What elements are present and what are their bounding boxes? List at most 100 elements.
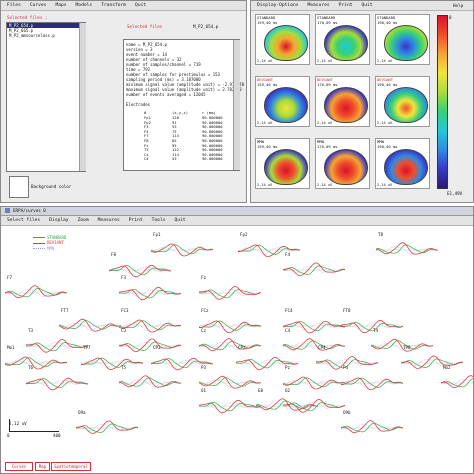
menu-quit[interactable]: Quit	[135, 3, 147, 8]
window-icon	[5, 208, 10, 213]
erp-curve-deviant	[150, 357, 213, 371]
topo-map-cell[interactable]: STANDARD 170,09 ms 2,14 uV	[315, 14, 370, 65]
topo-map-cell[interactable]: STANDARD 159,40 ms 2,14 uV	[255, 14, 310, 65]
electrode-table-cell: 90.000000	[202, 142, 223, 148]
menu-display-options[interactable]: Display-Options	[257, 3, 299, 8]
erp-curve-mmn	[440, 379, 473, 386]
electrode-label: FT8	[343, 308, 351, 313]
erp-curve-mmn	[282, 322, 345, 331]
topo-time-label: 159,40 ms	[257, 144, 278, 149]
erp-curve-deviant	[118, 319, 182, 333]
menu-quit[interactable]: Quit	[361, 3, 373, 8]
electrode-label: Fp1	[153, 232, 161, 237]
file-list-item[interactable]: M_P2_665.p	[9, 28, 34, 33]
tab-spatiotemporal[interactable]: Spatiotemporal	[51, 462, 91, 471]
electrode-table-cell: 75	[172, 128, 177, 134]
electrode-table-cell: 90.000000	[202, 128, 223, 134]
erp-curve-mmn	[255, 402, 318, 411]
erp-curve-deviant	[282, 376, 346, 390]
scalp-map	[264, 25, 308, 61]
topo-map-cell[interactable]: MMN 170,09 ms 2,14 uV	[315, 138, 370, 189]
menu-models[interactable]: Models	[75, 3, 93, 8]
erp-curve-standard	[440, 378, 473, 388]
erp-curve-mmn	[340, 380, 404, 388]
curves-titlebar: ERPA/curves 0	[1, 207, 473, 216]
topo-map-cell[interactable]: DEVIANT 190,40 ms 2,14 uV	[375, 76, 430, 127]
erp-curve-mmn	[198, 289, 262, 297]
file-list-scrollbar[interactable]	[79, 23, 86, 171]
topo-map-cell[interactable]: MMN 190,40 ms 2,14 uV	[375, 138, 430, 189]
electrode-table-cell: 114	[172, 151, 179, 157]
background-color-label[interactable]: Background color	[31, 184, 72, 189]
erp-curve-mmn	[119, 379, 181, 388]
erp-curve-mmn	[235, 359, 299, 368]
file-info-menubar: Files Curves Maps Models Transform Quit	[1, 1, 246, 11]
erp-curve-deviant	[119, 375, 182, 388]
topo-time-label: 190,40 ms	[377, 20, 398, 25]
menu-measures[interactable]: Measures	[97, 218, 120, 223]
topo-scale-label: 2,14 uV	[317, 59, 333, 63]
erp-curve-standard	[4, 287, 68, 298]
topo-condition-label: MMN	[257, 139, 264, 144]
menu-transform[interactable]: Transform	[101, 3, 127, 8]
erp-curve-standard	[108, 265, 172, 276]
erp-curve-deviant	[370, 338, 434, 352]
erp-curve-mmn	[340, 322, 404, 331]
file-info-scrollbar[interactable]	[233, 40, 240, 170]
electrode-table-cell: 90.000000	[202, 124, 223, 130]
menu-zoom[interactable]: Zoom	[77, 218, 89, 223]
menu-tools[interactable]: Tools	[151, 218, 166, 223]
topo-map-cell[interactable]: DEVIANT 170,09 ms 2,14 uV	[315, 76, 370, 127]
electrode-table-cell: F7	[144, 133, 149, 139]
menu-maps[interactable]: Maps	[55, 3, 67, 8]
menu-quit[interactable]: Quit	[174, 218, 186, 223]
menu-print[interactable]: Print	[338, 3, 353, 8]
file-list-item[interactable]: M_P2_mmsourcelass.p	[9, 33, 55, 38]
electrode-table-cell: 85	[172, 138, 177, 143]
electrode-label: Mo1	[7, 345, 15, 350]
erp-curve-deviant	[198, 375, 262, 389]
menu-files[interactable]: Files	[7, 3, 21, 8]
erp-curve-deviant	[199, 286, 262, 300]
file-list[interactable]: M_P2_654.p M_P2_665.p M_P2_mmsourcelass.p	[6, 22, 86, 172]
erp-curve-mmn	[4, 360, 67, 368]
menu-curves[interactable]: Curves	[29, 3, 47, 8]
menu-display[interactable]: Display	[49, 218, 69, 223]
menu-measures[interactable]: Measures	[307, 3, 330, 8]
file-info-panel: name = M_P2_654.p version = 3 event number…	[123, 39, 244, 171]
electrode-label: T6	[28, 365, 34, 370]
erp-curve-standard	[282, 321, 346, 332]
tab-curves[interactable]: Curves	[5, 462, 33, 471]
file-list-item[interactable]: M_P2_654.p	[7, 23, 85, 28]
topo-map-cell[interactable]: DEVIANT 159,40 ms 2,14 uV	[255, 76, 310, 127]
curves-window: ERPA/curves 0 Select files Display Zoom Mea…	[0, 206, 474, 474]
scalp-map	[324, 87, 368, 123]
erp-curves-plot	[4, 242, 473, 434]
erp-curve-deviant	[119, 338, 182, 352]
menu-select-files[interactable]: Select files	[7, 218, 41, 223]
electrode-table-cell: F8	[144, 138, 149, 143]
electrode-table-cell: 90.000000	[202, 133, 223, 139]
background-color-swatch[interactable]	[9, 176, 29, 198]
file-info-window: Files Curves Maps Models Transform Quit Selec…	[0, 0, 247, 203]
electrode-label: Mo2	[443, 365, 451, 370]
topo-map-cell[interactable]: MMN 159,40 ms 2,14 uV	[255, 138, 310, 189]
axis-end-label: 400	[53, 433, 61, 438]
tab-map[interactable]: Map	[35, 462, 50, 471]
scale-bar	[9, 431, 59, 432]
electrode-table-cell: F3	[144, 124, 149, 130]
help-menu[interactable]: Help	[453, 3, 464, 8]
erp-curve-standard	[4, 357, 67, 368]
topo-map-cell[interactable]: STANDARD 190,40 ms 2,14 uV	[375, 14, 430, 65]
electrode-label: T5	[121, 365, 127, 370]
electrode-table-cell: 128	[172, 115, 179, 120]
erp-curve-mmn	[75, 424, 139, 432]
menu-print[interactable]: Print	[128, 218, 143, 223]
electrode-label: T8	[378, 232, 384, 237]
electrode-table-cell: 95	[172, 142, 177, 148]
erp-curve-mmn	[283, 342, 345, 351]
electrode-table-cell: 122	[172, 147, 179, 153]
electrode-label: F8	[111, 252, 117, 257]
erp-curve-deviant	[198, 338, 262, 352]
file-info-line: sampling period (ms) = 3.187000	[126, 77, 201, 82]
